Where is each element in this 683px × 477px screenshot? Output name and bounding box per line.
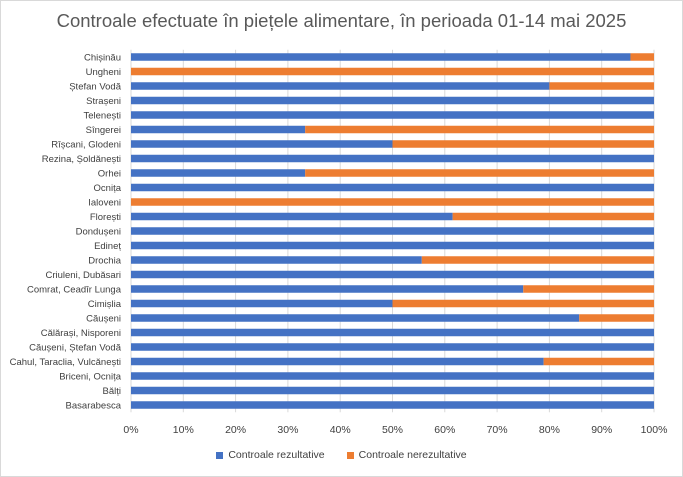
legend-item-rezultative: Controale rezultative bbox=[216, 449, 325, 461]
bar-rezultative bbox=[131, 125, 306, 134]
bar-rezultative bbox=[131, 154, 654, 163]
bar-rezultative bbox=[131, 314, 580, 322]
category-label: Ialoveni bbox=[88, 198, 121, 209]
x-tick-label: 50% bbox=[382, 424, 403, 436]
bar-rezultative bbox=[131, 169, 306, 177]
category-label: Cimișlia bbox=[88, 299, 122, 310]
x-tick-label: 90% bbox=[591, 424, 612, 436]
category-label: Chișinău bbox=[84, 53, 121, 64]
bar-rezultative bbox=[131, 82, 550, 90]
bar-rezultative bbox=[131, 183, 654, 192]
legend-swatch-nerezultative bbox=[346, 451, 354, 459]
category-label: Ștefan Vodă bbox=[69, 82, 121, 93]
legend-item-nerezultative: Controale nerezultative bbox=[346, 449, 467, 461]
bar-rezultative bbox=[131, 227, 654, 235]
bar-rezultative bbox=[131, 241, 654, 250]
category-label: Căușeni bbox=[86, 314, 121, 325]
bar-rezultative bbox=[131, 386, 654, 395]
category-label: Criuleni, Dubăsari bbox=[45, 270, 121, 281]
bar-nerezultative bbox=[579, 314, 654, 322]
x-tick-label: 30% bbox=[277, 424, 298, 436]
bar-rezultative bbox=[131, 343, 654, 351]
x-tick-label: 60% bbox=[434, 424, 455, 436]
bar-rezultative bbox=[131, 328, 654, 337]
legend-swatch-rezultative bbox=[216, 451, 224, 459]
category-label: Drochia bbox=[88, 256, 121, 267]
legend: Controale rezultative Controale nerezult… bbox=[0, 449, 683, 461]
category-label: Orhei bbox=[98, 169, 121, 180]
category-label: Basarabesca bbox=[66, 401, 122, 412]
bar-nerezultative bbox=[630, 53, 654, 61]
bar-rezultative bbox=[131, 212, 453, 221]
x-tick-label: 20% bbox=[225, 424, 246, 436]
category-label: Briceni, Ocnița bbox=[59, 372, 121, 383]
category-label: Căușeni, Ștefan Vodă bbox=[29, 343, 122, 354]
bar-nerezultative bbox=[452, 212, 654, 221]
bar-rezultative bbox=[131, 256, 422, 264]
bar-nerezultative bbox=[305, 125, 654, 134]
x-tick-label: 10% bbox=[173, 424, 194, 436]
bar-rezultative bbox=[131, 96, 654, 105]
category-label: Comrat, Ceadîr Lunga bbox=[27, 285, 122, 296]
category-label: Strașeni bbox=[86, 96, 121, 107]
category-label: Sîngerei bbox=[86, 125, 121, 136]
bar-nerezultative bbox=[131, 67, 654, 76]
category-label: Ocnița bbox=[94, 183, 122, 194]
category-label: Cahul, Taraclia, Vulcănești bbox=[10, 357, 121, 368]
bar-nerezultative bbox=[392, 299, 654, 308]
bar-nerezultative bbox=[392, 140, 654, 148]
category-label: Ungheni bbox=[86, 67, 121, 78]
category-label: Florești bbox=[90, 212, 121, 223]
bar-rezultative bbox=[131, 140, 393, 148]
legend-label-nerezultative: Controale nerezultative bbox=[358, 449, 467, 461]
bar-rezultative bbox=[131, 270, 654, 279]
category-label: Telenești bbox=[84, 111, 122, 122]
bar-nerezultative bbox=[543, 357, 654, 366]
category-label: Edineț bbox=[94, 241, 121, 252]
bar-nerezultative bbox=[305, 169, 654, 177]
x-tick-label: 40% bbox=[330, 424, 351, 436]
bar-rezultative bbox=[131, 372, 654, 380]
bar-nerezultative bbox=[549, 82, 654, 90]
bar-nerezultative bbox=[421, 256, 654, 264]
category-label: Călărași, Nisporeni bbox=[41, 328, 121, 339]
chart-title: Controale efectuate în piețele alimentar… bbox=[56, 10, 627, 31]
bar-nerezultative bbox=[131, 198, 654, 206]
x-tick-label: 0% bbox=[123, 424, 138, 436]
x-tick-label: 100% bbox=[641, 424, 668, 436]
bar-rezultative bbox=[131, 285, 524, 293]
category-label: Bălți bbox=[103, 386, 121, 397]
bar-nerezultative bbox=[523, 285, 654, 293]
x-tick-label: 80% bbox=[539, 424, 560, 436]
bar-rezultative bbox=[131, 299, 393, 308]
bar-rezultative bbox=[131, 111, 654, 119]
category-label: Dondușeni bbox=[76, 227, 121, 238]
x-tick-label: 70% bbox=[487, 424, 508, 436]
category-label: Rîșcani, Glodeni bbox=[51, 140, 121, 151]
category-label: Rezina, Șoldănești bbox=[42, 154, 121, 165]
bar-rezultative bbox=[131, 53, 631, 61]
legend-label-rezultative: Controale rezultative bbox=[228, 449, 325, 461]
bar-rezultative bbox=[131, 357, 544, 366]
bar-rezultative bbox=[131, 401, 654, 409]
